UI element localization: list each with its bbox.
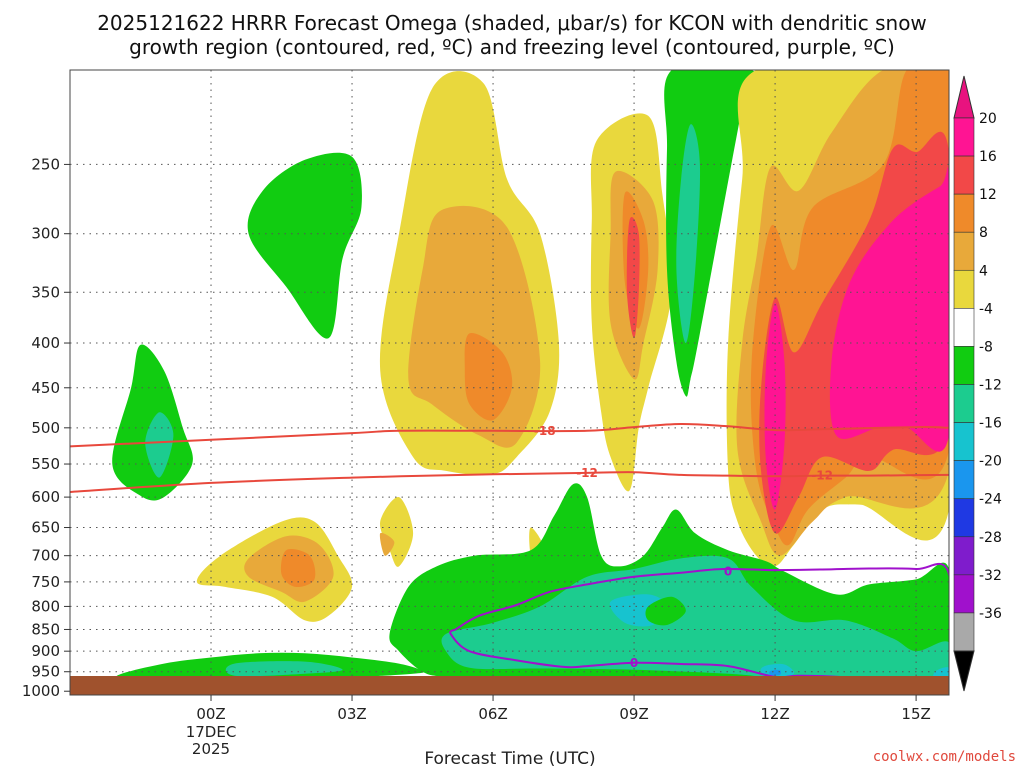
- temp-contour-label: -18: [534, 424, 556, 438]
- omega-region-22: [379, 532, 395, 556]
- omega-shading: [107, 70, 949, 695]
- colorbar-bin-12: [953, 574, 975, 614]
- x-axis-label: Forecast Time (UTC): [424, 749, 595, 768]
- temp-contour-label: -12: [576, 466, 598, 480]
- colorbar-bin-13: [953, 612, 975, 652]
- colorbar-label: -28: [979, 530, 1002, 546]
- omega-region-25: [225, 661, 343, 677]
- colorbar-bin-10: [953, 498, 975, 538]
- chart-title-line-1: 2025121622 HRRR Forecast Omega (shaded, …: [97, 11, 927, 35]
- temp-contour--18: [70, 422, 949, 448]
- ground-surface: [70, 676, 949, 695]
- colorbar-bin-5: [953, 308, 975, 347]
- colorbar-label: 16: [979, 149, 997, 165]
- temp-contour-label: -12: [811, 469, 833, 483]
- x-tick-label: 00Z: [196, 705, 225, 723]
- colorbar-bin-8: [953, 422, 975, 461]
- freezing-level-label: 0: [630, 656, 638, 670]
- contours: -18 -12 -12 0 0: [70, 422, 949, 695]
- colorbar-bin-1: [953, 155, 975, 195]
- colorbar-bin-2: [953, 193, 975, 233]
- x-tick-label: 03Z: [337, 705, 366, 723]
- x-tick-sublabel: 2025: [192, 740, 230, 758]
- x-tick-label: 12Z: [760, 705, 789, 723]
- omega-region-2: [247, 152, 362, 339]
- omega-region-16: [829, 167, 949, 452]
- y-tick-label: 800: [31, 597, 60, 615]
- colorbar-label: -36: [979, 606, 1002, 622]
- plot-area: -18 -12 -12 0 0: [70, 70, 949, 695]
- colorbar-label: 20: [979, 111, 997, 127]
- colorbar: 20 16 12 8 4 -4 -8 -12 -16 -20 -24 -28 -32 -36: [953, 75, 1002, 692]
- freezing-level-label: 0: [724, 565, 732, 579]
- colorbar-bin-11: [953, 536, 975, 576]
- omega-region-5: [464, 332, 513, 421]
- y-tick-label: 750: [31, 573, 60, 591]
- omega-region-17: [764, 302, 786, 510]
- y-tick-label: 300: [31, 225, 60, 243]
- x-tick-label: 06Z: [478, 705, 507, 723]
- omega-region-9: [626, 217, 640, 339]
- colorbar-bin-3: [953, 231, 975, 271]
- omega-region-27: [441, 555, 949, 688]
- y-tick-label: 650: [31, 519, 60, 537]
- x-tick-sublabel: 17DEC: [186, 723, 237, 741]
- y-axis: 250 300 350 400 450 500 550 600 650 700 750 800 850 9…: [22, 155, 70, 700]
- colorbar-label: -16: [979, 416, 1002, 432]
- y-tick-label: 850: [31, 620, 60, 638]
- y-tick-label: 500: [31, 419, 60, 437]
- omega-region-32: [645, 596, 686, 626]
- plot-frame: [69, 69, 950, 696]
- colorbar-bin-7: [953, 384, 975, 423]
- colorbar-label: -24: [979, 492, 1002, 508]
- y-tick-label: 700: [31, 547, 60, 565]
- credit-link[interactable]: coolwx.com/models: [873, 749, 1016, 765]
- freezing-level-contour: [449, 562, 949, 695]
- gridlines: [70, 70, 949, 695]
- colorbar-label: -4: [979, 301, 993, 317]
- y-tick-label: 450: [31, 379, 60, 397]
- colorbar-bin-9: [953, 460, 975, 500]
- omega-region-1: [145, 412, 174, 478]
- colorbar-bin-0: [953, 117, 975, 157]
- x-tick-label: 09Z: [619, 705, 648, 723]
- y-tick-label: 950: [31, 663, 60, 681]
- y-tick-label: 350: [31, 283, 60, 301]
- y-tick-label: 250: [31, 155, 60, 173]
- y-tick-label: 550: [31, 455, 60, 473]
- colorbar-label: -8: [979, 339, 993, 355]
- colorbar-label: 12: [979, 187, 997, 203]
- y-tick-label: 1000: [22, 682, 60, 700]
- colorbar-label: -32: [979, 568, 1002, 584]
- colorbar-label: 8: [979, 225, 988, 241]
- colorbar-label: -20: [979, 454, 1002, 470]
- colorbar-bin-4: [953, 269, 975, 309]
- colorbar-label: -12: [979, 378, 1002, 394]
- y-tick-label: 600: [31, 488, 60, 506]
- colorbar-label: 4: [979, 263, 988, 279]
- omega-region-21: [380, 496, 414, 567]
- colorbar-bin-6: [953, 346, 975, 385]
- omega-region-20: [280, 549, 316, 588]
- colorbar-top-cap: [953, 75, 975, 119]
- temp-contour--12: [70, 471, 949, 493]
- y-tick-label: 400: [31, 334, 60, 352]
- y-tick-label: 900: [31, 642, 60, 660]
- x-tick-label: 15Z: [901, 705, 930, 723]
- chart-title-line-2: growth region (contoured, red, ºC) and f…: [129, 35, 895, 59]
- colorbar-bottom-cap: [953, 650, 975, 692]
